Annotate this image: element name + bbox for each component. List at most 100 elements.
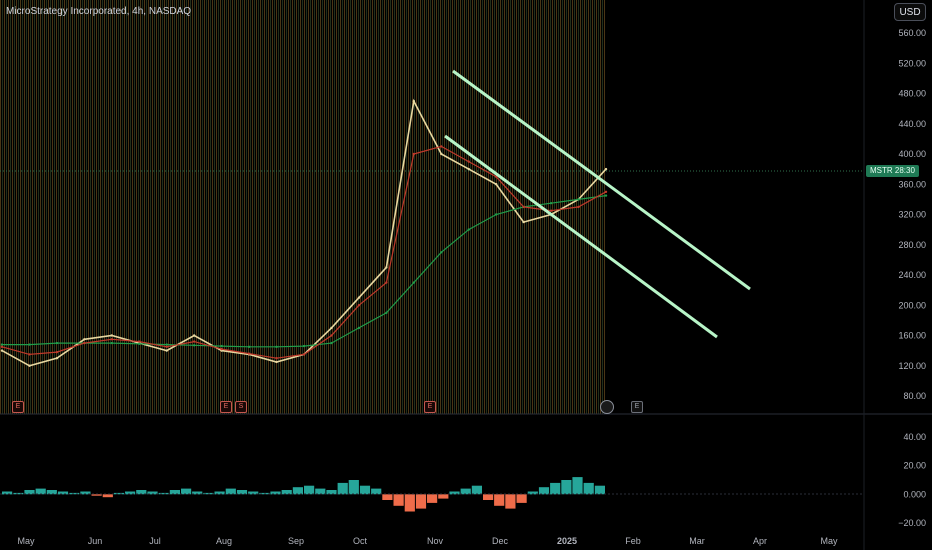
history-bar-stripe <box>48 0 49 414</box>
dividend-split-icon[interactable] <box>600 400 614 414</box>
history-bar-stripe <box>382 0 383 414</box>
oscillator-bar <box>572 477 583 495</box>
earnings-marker-icon[interactable]: E <box>12 401 24 413</box>
history-bar-stripe <box>230 0 231 414</box>
oscillator-bar <box>494 494 505 506</box>
history-bar-stripe <box>16 0 17 414</box>
currency-button[interactable]: USD <box>894 3 926 21</box>
price-series-layer <box>0 98 608 367</box>
history-bar-stripe <box>558 0 559 414</box>
series-point <box>604 190 608 194</box>
history-bar-stripe <box>206 0 207 414</box>
history-bar-stripe <box>266 0 267 414</box>
history-bar-stripe <box>448 0 449 414</box>
series-point <box>494 213 498 216</box>
oscillator-bar <box>460 488 471 495</box>
history-bar-stripe <box>6 0 7 414</box>
history-bar-stripe <box>4 0 5 414</box>
history-bar-stripe <box>430 0 431 414</box>
history-bar-stripe <box>418 0 419 414</box>
history-bar-stripe <box>344 0 345 414</box>
history-bar-stripe <box>194 0 195 414</box>
series-point <box>275 360 278 364</box>
history-bar-stripe <box>238 0 239 414</box>
history-bar-stripe <box>148 0 149 414</box>
price-axis[interactable]: 560.00 520.00 480.00 440.00 400.00 360.00 320.… <box>898 28 926 401</box>
history-bar-stripe <box>50 0 51 414</box>
history-bar-stripe <box>218 0 219 414</box>
oscillator-bar <box>214 491 225 495</box>
history-bar-stripe <box>30 0 31 414</box>
history-bar-stripe <box>436 0 437 414</box>
history-bar-stripe <box>560 0 561 414</box>
series-point <box>385 266 388 269</box>
oscillator-bar <box>449 491 460 495</box>
split-marker-icon[interactable]: S <box>235 401 247 413</box>
history-bar-stripe <box>310 0 311 414</box>
history-bar-stripe <box>596 0 597 414</box>
oscillator-axis-tick: 0.000 <box>903 489 926 499</box>
history-bar-stripe <box>72 0 73 414</box>
history-bar-stripe <box>112 0 113 414</box>
channel-upper-line[interactable] <box>452 69 751 291</box>
history-bar-stripe <box>244 0 245 414</box>
history-bar-stripe <box>270 0 271 414</box>
chart-title: MicroStrategy Incorporated, 4h, NASDAQ <box>6 6 192 17</box>
history-bar-stripe <box>210 0 211 414</box>
history-bar-stripe <box>258 0 259 414</box>
history-bar-stripe <box>398 0 399 414</box>
series-point <box>275 356 278 360</box>
time-axis-tick: Nov <box>427 536 444 546</box>
history-bar-stripe <box>462 0 463 414</box>
oscillator-bar <box>24 490 35 495</box>
series-point <box>28 364 31 367</box>
history-bar-stripe <box>134 0 135 414</box>
history-bar-stripe <box>536 0 537 414</box>
channel-lower-line[interactable] <box>444 134 718 339</box>
history-bar-stripe <box>288 0 289 414</box>
history-bar-stripe <box>94 0 95 414</box>
oscillator-bar <box>236 490 248 495</box>
oscillator-bar <box>35 488 46 495</box>
history-bar-stripe <box>356 0 357 414</box>
series-point <box>467 167 470 171</box>
history-bar-stripe <box>200 0 201 414</box>
history-bar-stripe <box>486 0 487 414</box>
history-bar-stripe <box>242 0 243 414</box>
history-bar-stripe <box>18 0 19 414</box>
earnings-marker-icon[interactable]: E <box>424 401 436 413</box>
history-bar-stripe <box>160 0 161 414</box>
history-bar-stripe <box>172 0 173 414</box>
history-bar-stripe <box>168 0 169 414</box>
oscillator-bar <box>527 491 538 495</box>
history-bar-stripe <box>428 0 429 414</box>
history-bar-stripe <box>216 0 217 414</box>
history-bar-stripe <box>178 0 179 414</box>
earnings-marker-icon[interactable]: E <box>220 401 232 413</box>
history-bar-stripe <box>450 0 451 414</box>
price-tag-symbol: MSTR <box>870 166 893 175</box>
history-bar-stripe <box>538 0 539 414</box>
history-bar-stripe <box>232 0 233 414</box>
history-bar-stripe <box>604 0 605 414</box>
price-axis-tick: 440.00 <box>898 119 926 129</box>
upcoming-earnings-icon[interactable]: E <box>631 401 643 413</box>
history-bar-stripe <box>438 0 439 414</box>
history-bar-stripe <box>276 0 277 414</box>
history-bar-stripe <box>10 0 11 414</box>
price-axis-tick: 240.00 <box>898 270 926 280</box>
history-bar-stripe <box>534 0 535 414</box>
history-bar-stripe <box>202 0 203 414</box>
history-bar-stripe <box>28 0 29 414</box>
series-point <box>467 160 470 163</box>
history-bar-stripe <box>510 0 511 414</box>
history-bar-stripe <box>472 0 473 414</box>
history-bar-stripe <box>416 0 417 414</box>
history-bar-stripe <box>504 0 505 414</box>
time-axis[interactable]: May Jun Jul Aug Sep Oct Nov Dec 2025 Feb Mar Apr May <box>17 536 838 546</box>
history-bar-stripe <box>180 0 181 414</box>
history-bar-stripe <box>446 0 447 414</box>
series-point <box>357 326 361 330</box>
history-bar-stripe <box>214 0 215 414</box>
